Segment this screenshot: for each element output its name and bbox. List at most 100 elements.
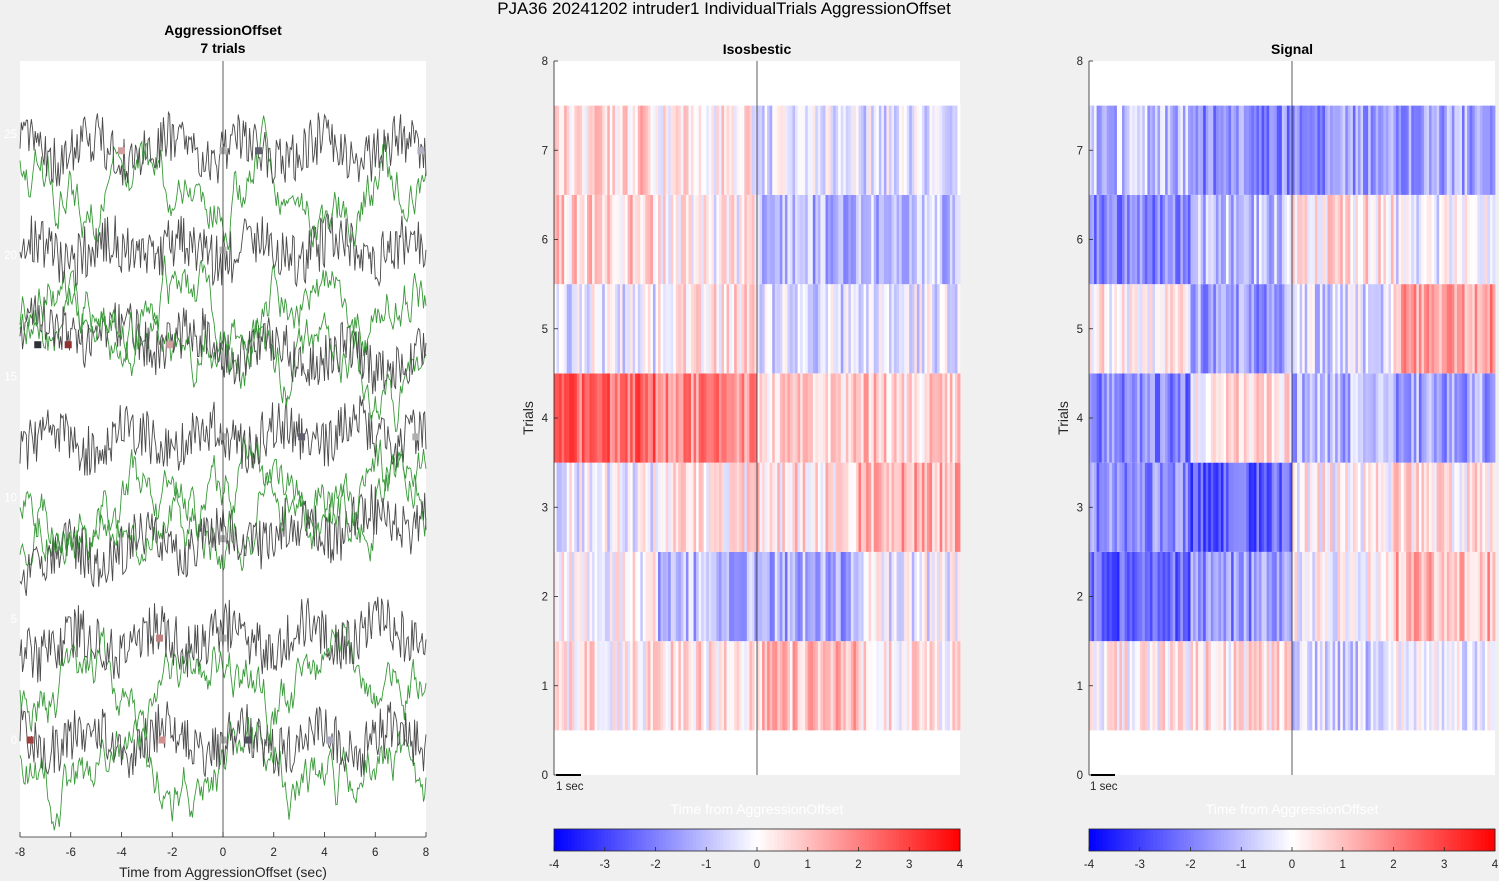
heatmap-cell [1312, 194, 1316, 285]
heatmap-cell [1198, 105, 1202, 195]
heatmap-cell [630, 194, 634, 285]
heatmap-cell [1106, 194, 1110, 285]
heatmap-cell [1149, 194, 1153, 285]
heatmap-cell [602, 462, 606, 552]
heatmap-cell [1106, 105, 1110, 195]
colorbar-swatch [1204, 829, 1208, 851]
heatmap-cell [848, 194, 852, 285]
heatmap-cell [693, 194, 697, 285]
heatmap-cell [853, 462, 857, 552]
heatmap-cell [642, 462, 646, 552]
heatmap-cell [901, 641, 905, 731]
x-tick-label: -2 [167, 847, 177, 859]
heatmap-cell [574, 105, 578, 195]
colorbar-swatch [1369, 829, 1374, 851]
heatmap-cell [1210, 462, 1214, 552]
heatmap-cell [1185, 373, 1189, 463]
heatmap-cell [614, 284, 618, 374]
colorbar-swatch [1298, 829, 1303, 851]
heatmap-cell [617, 284, 621, 374]
heatmap-cell [833, 462, 837, 552]
heatmap-cell [685, 194, 689, 285]
heatmap-cell [1489, 284, 1493, 374]
colorbar-swatch [1400, 829, 1405, 851]
heatmap-cell [1332, 551, 1336, 642]
heatmap-cell [1302, 284, 1306, 374]
heatmap-cell [868, 373, 872, 463]
colorbar-swatch [1149, 829, 1154, 851]
heatmap-cell [670, 105, 674, 195]
heatmap-cell [622, 551, 626, 642]
colorbar-swatch [743, 829, 748, 851]
heatmap-cell [947, 194, 951, 285]
colorbar-swatch [1292, 829, 1296, 851]
heatmap-cell [1228, 105, 1232, 195]
heatmap-cell [612, 551, 616, 642]
heatmap-cell [625, 641, 628, 731]
heatmap-cell [822, 194, 826, 285]
heatmap-cell [1226, 373, 1229, 463]
heatmap-cell [1187, 284, 1191, 374]
heatmap-cell [1185, 641, 1189, 731]
heatmap-cell [891, 373, 895, 463]
heatmap-cell [1365, 462, 1369, 552]
heatmap-cell [637, 373, 641, 463]
colorbar-swatch [1363, 829, 1367, 851]
heatmap-cell [1124, 194, 1128, 285]
heatmap-cell [1477, 105, 1481, 195]
heatmap-cell [1114, 641, 1118, 731]
heatmap-cell [1127, 462, 1130, 552]
heatmap-cell [701, 105, 705, 195]
heatmap-cell [1193, 284, 1196, 374]
heatmap-cell [581, 551, 585, 642]
heatmap-cell [792, 462, 796, 552]
colorbar-swatch [723, 829, 728, 851]
colorbar-swatch [828, 829, 832, 851]
heatmap-cell [1350, 373, 1354, 463]
colorbar-swatch [909, 829, 914, 851]
heatmap-cell [777, 105, 781, 195]
heatmap-cell [1152, 641, 1156, 731]
heatmap-cell [782, 641, 786, 731]
heatmap-cell [1309, 105, 1313, 195]
heatmap-cell [1165, 284, 1169, 374]
heatmap-cell [810, 641, 814, 731]
heatmap-cell [1302, 105, 1306, 195]
heatmap-cell [883, 373, 887, 463]
heatmap-cell [800, 462, 804, 552]
heatmap-cell [1170, 284, 1174, 374]
heatmap-cell [604, 194, 608, 285]
heatmap-cell [1418, 373, 1422, 463]
heatmap-cell [670, 194, 674, 285]
heatmap-cell [584, 641, 588, 731]
heatmap-cell [1132, 105, 1136, 195]
heatmap-cell [1421, 373, 1425, 463]
heatmap-cell [1124, 641, 1128, 731]
heatmap-cell [668, 462, 672, 552]
heatmap-cell [630, 641, 634, 731]
heatmap-cell [701, 284, 705, 374]
heatmap-cell [1340, 551, 1344, 642]
heatmap-cell [609, 284, 613, 374]
heatmap-cell [1162, 641, 1166, 731]
heatmap-cell [797, 373, 801, 463]
heatmap-cell [718, 105, 722, 195]
heatmap-cell [921, 551, 925, 642]
heatmap-cell [840, 551, 844, 642]
heatmap-cell [789, 284, 793, 374]
heatmap-cell [1398, 641, 1402, 731]
heatmap-cell [564, 462, 568, 552]
heatmap-cell [1132, 641, 1136, 731]
heatmap-cell [683, 373, 687, 463]
colorbar-swatch [641, 829, 646, 851]
heatmap-cell [1220, 194, 1224, 285]
heatmap-cell [1149, 373, 1153, 463]
heatmap-cell [904, 105, 908, 195]
heatmap-cell [843, 373, 847, 463]
heatmap-cell [1439, 284, 1443, 374]
heatmap-cell [1218, 105, 1222, 195]
heatmap-cell [1144, 551, 1148, 642]
heatmap-cell [589, 462, 593, 552]
heatmap-cell [696, 641, 700, 731]
colorbar-swatch [875, 829, 880, 851]
